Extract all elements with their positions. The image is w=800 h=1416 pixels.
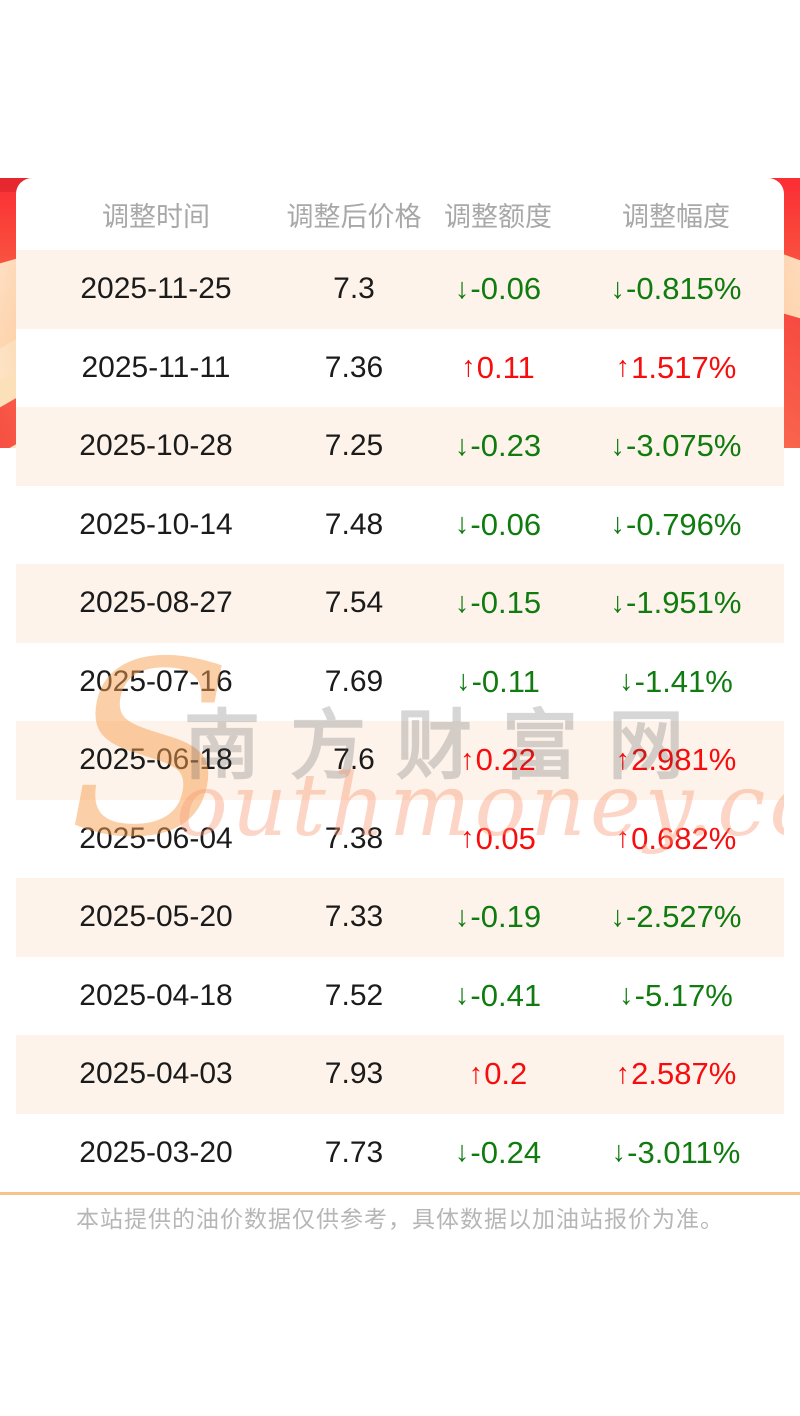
down-arrow-icon: ↓ — [454, 508, 470, 541]
table-row: 2025-10-14 7.48 ↓ -0.06 ↓ -0.796% — [16, 486, 784, 565]
col-header-adjusted-price: 调整后价格 — [286, 201, 422, 232]
row-date: 2025-06-04 — [79, 821, 233, 855]
row-change: ↓ -0.19 — [454, 899, 542, 935]
down-arrow-icon: ↓ — [454, 429, 470, 462]
row-change: ↓ -0.41 — [454, 977, 542, 1013]
down-arrow-icon: ↓ — [610, 272, 626, 305]
footer: 本站提供的油价数据仅供参考，具体数据以加油站报价为准。 — [0, 1192, 800, 1238]
up-arrow-icon: ↑ — [615, 743, 631, 776]
up-arrow-icon: ↑ — [468, 1057, 484, 1090]
row-price: 7.73 — [324, 1135, 384, 1169]
table-row: 2025-11-25 7.3 ↓ -0.06 ↓ -0.815% — [16, 250, 784, 329]
up-arrow-icon: ↑ — [460, 822, 475, 855]
up-arrow-icon: ↑ — [460, 743, 475, 776]
down-arrow-icon: ↓ — [456, 665, 471, 698]
table-row: 2025-03-20 7.73 ↓ -0.24 ↓ -3.011% — [16, 1114, 784, 1193]
row-percent: ↓ -3.011% — [611, 1134, 741, 1170]
row-percent: ↑ 2.981% — [615, 742, 737, 778]
row-percent: ↓ -0.815% — [610, 271, 742, 307]
row-price: 7.3 — [333, 272, 375, 306]
row-price: 7.33 — [324, 900, 384, 934]
down-arrow-icon: ↓ — [619, 979, 634, 1012]
table-row: 2025-11-11 7.36 ↑ 0.11 ↑ 1.517% — [16, 329, 784, 408]
row-change: ↑ 0.11 — [461, 349, 535, 385]
row-date: 2025-08-27 — [79, 586, 233, 620]
up-arrow-icon: ↑ — [615, 1057, 631, 1090]
row-price: 7.48 — [324, 507, 384, 541]
row-change: ↑ 0.05 — [460, 820, 536, 856]
table-row: 2025-08-27 7.54 ↓ -0.15 ↓ -1.951% — [16, 564, 784, 643]
table-row: 2025-04-03 7.93 ↑ 0.2 ↑ 2.587% — [16, 1035, 784, 1114]
row-price: 7.6 — [333, 743, 375, 777]
row-price: 7.69 — [324, 664, 384, 698]
up-arrow-icon: ↑ — [461, 351, 476, 384]
down-arrow-icon: ↓ — [610, 508, 626, 541]
row-date: 2025-04-03 — [79, 1057, 233, 1091]
table-header-row: 调整时间 调整后价格 调整额度 调整幅度 — [16, 178, 784, 250]
table-row: 2025-07-16 7.69 ↓ -0.11 ↓ -1.41% — [16, 643, 784, 722]
row-date: 2025-11-25 — [80, 272, 232, 306]
row-change: ↓ -0.11 — [456, 663, 540, 699]
row-change: ↓ -0.23 — [454, 428, 542, 464]
row-percent: ↓ -2.527% — [610, 899, 742, 935]
footer-disclaimer: 本站提供的油价数据仅供参考，具体数据以加油站报价为准。 — [76, 1205, 724, 1232]
row-change: ↓ -0.06 — [454, 271, 542, 307]
col-header-adjust-amount: 调整额度 — [444, 201, 552, 232]
row-price: 7.93 — [324, 1057, 384, 1091]
down-arrow-icon: ↓ — [610, 900, 626, 933]
row-percent: ↓ -0.796% — [610, 506, 742, 542]
up-arrow-icon: ↑ — [615, 351, 631, 384]
row-date: 2025-04-18 — [79, 978, 233, 1012]
row-date: 2025-07-16 — [79, 664, 233, 698]
row-percent: ↑ 2.587% — [615, 1056, 737, 1092]
row-date: 2025-05-20 — [79, 900, 233, 934]
row-price: 7.36 — [324, 350, 384, 384]
row-percent: ↓ -1.951% — [610, 585, 742, 621]
down-arrow-icon: ↓ — [454, 1136, 470, 1169]
table-body: 2025-11-25 7.3 ↓ -0.06 ↓ -0.815% 2025-11-11 7.3… — [16, 250, 784, 1192]
down-arrow-icon: ↓ — [454, 900, 470, 933]
table-row: 2025-06-18 7.6 ↑ 0.22 ↑ 2.981% — [16, 721, 784, 800]
down-arrow-icon: ↓ — [454, 272, 470, 305]
row-percent: ↑ 1.517% — [615, 349, 737, 385]
row-date: 2025-11-11 — [81, 350, 231, 384]
row-percent: ↓ -5.17% — [619, 977, 733, 1013]
table-row: 2025-04-18 7.52 ↓ -0.41 ↓ -5.17% — [16, 957, 784, 1036]
row-date: 2025-03-20 — [79, 1135, 233, 1169]
row-date: 2025-10-28 — [79, 429, 233, 463]
row-date: 2025-10-14 — [79, 507, 233, 541]
row-change: ↑ 0.22 — [460, 742, 536, 778]
row-percent: ↓ -3.075% — [610, 428, 742, 464]
down-arrow-icon: ↓ — [454, 586, 470, 619]
row-price: 7.54 — [324, 586, 384, 620]
row-price: 7.25 — [324, 429, 384, 463]
row-change: ↓ -0.24 — [454, 1134, 542, 1170]
col-header-adjust-range: 调整幅度 — [622, 201, 730, 232]
row-price: 7.52 — [324, 978, 384, 1012]
down-arrow-icon: ↓ — [610, 429, 626, 462]
up-arrow-icon: ↑ — [615, 822, 631, 855]
down-arrow-icon: ↓ — [610, 586, 626, 619]
row-change: ↑ 0.2 — [468, 1056, 528, 1092]
row-change: ↓ -0.15 — [454, 585, 542, 621]
down-arrow-icon: ↓ — [611, 1136, 627, 1169]
down-arrow-icon: ↓ — [619, 665, 634, 698]
row-price: 7.38 — [324, 821, 384, 855]
row-change: ↓ -0.06 — [454, 506, 542, 542]
row-percent: ↓ -1.41% — [619, 663, 733, 699]
row-percent: ↑ 0.682% — [615, 820, 737, 856]
row-date: 2025-06-18 — [79, 743, 233, 777]
price-table-card: 调整时间 调整后价格 调整额度 调整幅度 2025-11-25 7.3 ↓ -0.06… — [16, 178, 784, 1192]
down-arrow-icon: ↓ — [454, 979, 470, 1012]
table-row: 2025-10-28 7.25 ↓ -0.23 ↓ -3.075% — [16, 407, 784, 486]
table-row: 2025-06-04 7.38 ↑ 0.05 ↑ 0.682% — [16, 800, 784, 879]
col-header-adjust-time: 调整时间 — [102, 201, 210, 232]
table-row: 2025-05-20 7.33 ↓ -0.19 ↓ -2.527% — [16, 878, 784, 957]
